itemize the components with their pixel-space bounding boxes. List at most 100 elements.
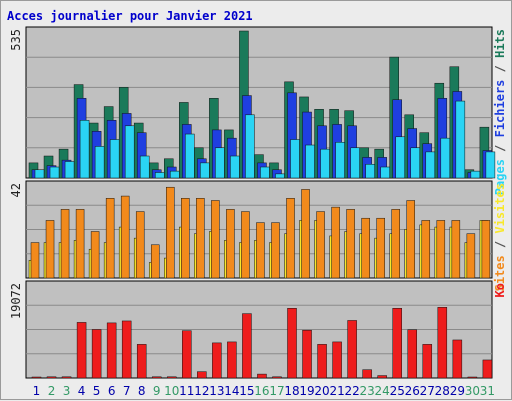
bar-pages-day-23 [365,164,375,179]
bar-visites-day-14 [226,209,235,279]
day-label-15: 15 [239,384,254,398]
bar-ko-day-20 [317,344,327,379]
day-label-31: 31 [480,384,495,398]
day-label-9: 9 [153,384,161,398]
legend-label: Pages [493,159,507,195]
bar-pages-day-25 [395,136,405,179]
bar-pages-day-6 [109,139,120,179]
day-label-4: 4 [78,384,86,398]
bar-visites-day-17 [271,222,280,279]
bar-ko-day-21 [332,341,342,379]
legend-label: / [493,58,507,80]
bar-pages-day-26 [410,147,420,179]
bar-ko-day-24 [377,375,387,379]
bar-ko-day-5 [91,329,102,379]
bar-pages-day-13 [215,147,225,179]
bar-visites-day-30 [466,233,476,279]
bar-ko-day-2 [46,376,57,379]
legend-label: Hits [493,29,507,58]
bar-pages-day-2 [49,166,60,179]
bar-pages-day-12 [200,162,210,179]
day-label-17: 17 [269,384,284,398]
day-label-12: 12 [194,384,209,398]
bar-ko-day-18 [287,308,297,379]
bar-visites-day-3 [60,209,70,279]
bar-visites-day-8 [135,211,145,279]
bar-pages-day-28 [440,137,451,179]
bar-visites-day-29 [451,220,461,279]
day-label-8: 8 [138,384,146,398]
bar-visites-day-21 [331,206,340,279]
bar-pages-day-22 [350,147,360,179]
day-label-10: 10 [164,384,179,398]
bar-visites-day-5 [90,231,100,279]
bar-ko-day-17 [272,376,282,379]
bar-ko-day-8 [136,344,147,379]
bar-ko-day-27 [422,344,433,379]
day-label-21: 21 [329,384,344,398]
day-label-19: 19 [299,384,314,398]
bar-ko-day-13 [212,342,222,379]
bar-ko-day-10 [167,376,177,379]
bar-pages-day-9 [154,172,165,179]
bar-ko-day-15 [242,313,252,379]
day-label-7: 7 [123,384,131,398]
day-label-13: 13 [209,384,224,398]
bar-pages-day-16 [260,166,270,179]
bar-visites-day-31 [481,220,491,279]
day-label-14: 14 [224,384,239,398]
bar-pages-day-17 [275,173,285,179]
day-label-18: 18 [284,384,299,398]
bar-ko-day-11 [182,330,192,379]
panel-visits-sites-legend: Sites / Visites [493,183,507,291]
day-label-24: 24 [375,384,390,398]
bar-ko-day-4 [76,322,87,379]
bar-pages-day-5 [94,146,105,179]
bar-pages-day-15 [245,114,255,179]
chart-title: Acces journalier pour Janvier 2021 [7,9,253,23]
bar-pages-day-19 [305,144,315,179]
bar-visites-day-25 [391,209,400,279]
bar-pages-day-14 [230,155,240,179]
bar-visites-day-22 [346,209,355,279]
bar-visites-day-6 [105,198,115,279]
bar-ko-day-30 [467,376,478,379]
bar-pages-day-7 [124,125,135,179]
bar-pages-day-29 [455,100,466,179]
bar-visites-day-26 [406,200,415,279]
bar-ko-day-9 [151,376,162,379]
bar-visites-day-28 [436,220,446,279]
day-label-1: 1 [33,384,41,398]
bar-visites-day-13 [211,200,220,279]
panel-hits-files-pages-legend: Pages / Fichiers / Hits [493,29,507,195]
bar-ko-day-6 [106,322,117,379]
day-label-25: 25 [390,384,405,398]
day-label-6: 6 [108,384,116,398]
bar-visites-day-9 [150,244,160,279]
bar-pages-day-21 [335,142,345,179]
bar-ko-day-23 [362,369,372,379]
bar-visites-day-18 [286,198,295,279]
day-label-30: 30 [465,384,480,398]
panel-kb-legend: Ko [493,283,507,297]
bar-visites-day-7 [120,195,130,279]
legend-label: / [493,137,507,159]
day-label-28: 28 [435,384,450,398]
day-label-26: 26 [405,384,420,398]
bar-ko-day-22 [347,320,357,379]
legend-label: Visites [493,183,507,234]
bar-pages-day-11 [185,133,195,179]
bar-visites-day-2 [45,220,55,279]
bar-visites-day-27 [421,220,431,279]
bar-pages-day-18 [290,139,300,179]
bar-pages-day-3 [64,161,75,179]
bar-ko-day-19 [302,329,312,379]
panel-kb-scale-label: 19072 [9,283,23,319]
bar-ko-day-25 [392,308,402,379]
day-label-5: 5 [93,384,101,398]
bar-pages-day-31 [485,151,496,179]
bar-pages-day-24 [380,166,390,179]
legend-label: / [493,234,507,256]
bar-pages-day-20 [320,148,330,179]
